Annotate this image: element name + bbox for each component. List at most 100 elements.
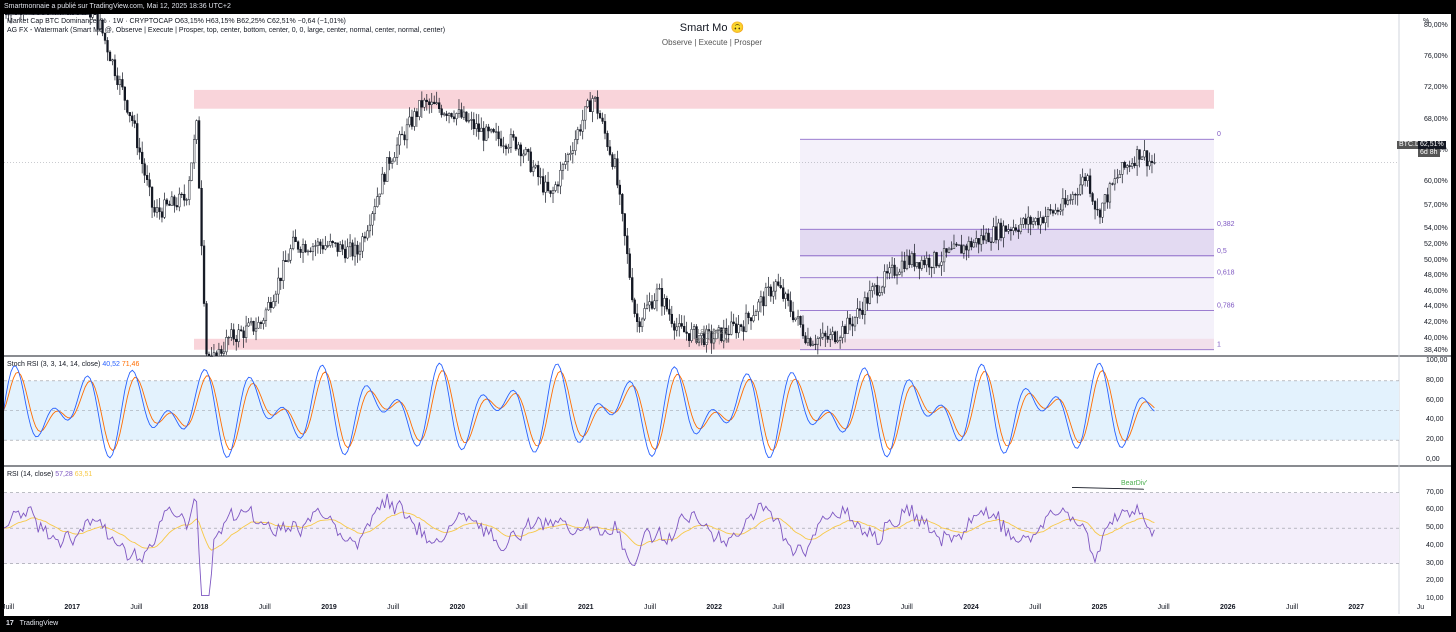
candle-body bbox=[408, 116, 411, 126]
candle-body bbox=[487, 126, 490, 132]
rsi-line bbox=[4, 493, 1155, 597]
fib-level-label: 0,786 bbox=[1217, 303, 1235, 310]
stoch-k-value: 40,52 bbox=[102, 361, 120, 368]
candle-body bbox=[633, 299, 636, 314]
candle-body bbox=[1108, 183, 1112, 203]
candle-body bbox=[811, 343, 815, 346]
candle-body bbox=[702, 332, 706, 346]
candle-body bbox=[222, 351, 225, 354]
candle-body bbox=[957, 244, 961, 246]
candle-body bbox=[571, 150, 574, 154]
candle-body bbox=[806, 338, 810, 344]
price-axis-label: 40,00% bbox=[1424, 334, 1448, 342]
price-axis-label: 68,00% bbox=[1424, 115, 1448, 123]
candle-body bbox=[371, 213, 374, 226]
candle-body bbox=[1145, 150, 1149, 167]
candle-body bbox=[413, 111, 416, 127]
candle-body bbox=[143, 163, 146, 176]
candle-body bbox=[819, 336, 822, 339]
candle-body bbox=[7, 14, 10, 16]
last-price-badge: 62,51% bbox=[1418, 141, 1446, 149]
candle-body bbox=[418, 100, 421, 117]
candle-body bbox=[678, 323, 681, 328]
candle-body bbox=[982, 235, 985, 241]
price-axis-label: 57,00% bbox=[1424, 201, 1448, 209]
chart-area[interactable]: 0 0,382 0,5 0,618 0,786 1 Market Cap BTC Domi… bbox=[2, 14, 1451, 616]
candle-body bbox=[462, 111, 466, 118]
candle-body bbox=[1106, 194, 1109, 203]
candle-body bbox=[64, 14, 67, 15]
candle-body bbox=[1074, 194, 1077, 196]
candle-body bbox=[138, 147, 141, 153]
candle-body bbox=[1046, 209, 1050, 217]
fib-level-label: 0,618 bbox=[1217, 270, 1235, 277]
candle-body bbox=[86, 14, 89, 15]
candle-body bbox=[1014, 227, 1017, 231]
candle-body bbox=[54, 14, 57, 15]
candle-body bbox=[809, 338, 812, 346]
price-axis-label: 44,00% bbox=[1424, 303, 1448, 311]
time-axis-label: 2026 bbox=[1220, 604, 1236, 611]
stoch-d-value: 71,46 bbox=[121, 361, 140, 368]
candle-body bbox=[1012, 227, 1015, 231]
candle-body bbox=[541, 176, 545, 193]
candle-body bbox=[588, 100, 592, 112]
candle-body bbox=[192, 139, 196, 164]
time-axis-label: Juill bbox=[258, 604, 271, 611]
chart-canvas[interactable]: 0 0,382 0,5 0,618 0,786 1 bbox=[4, 14, 1451, 616]
candle-body bbox=[601, 117, 604, 122]
candle-body bbox=[351, 242, 354, 257]
candle-body bbox=[826, 335, 829, 340]
candle-body bbox=[782, 287, 785, 299]
candle-body bbox=[574, 139, 577, 151]
candle-body bbox=[108, 51, 112, 62]
candle-body bbox=[551, 190, 555, 194]
candle-body bbox=[61, 14, 65, 15]
candle-body bbox=[900, 260, 904, 273]
candle-body bbox=[118, 79, 122, 86]
watermark-symbol: BTC.D | W bbox=[695, 338, 729, 345]
candle-body bbox=[524, 149, 527, 155]
rsi-axis-label: 60,00 bbox=[1426, 506, 1444, 514]
candle-body bbox=[683, 326, 686, 333]
candle-body bbox=[329, 241, 332, 246]
candle-body bbox=[527, 149, 530, 153]
candle-body bbox=[59, 14, 62, 15]
candle-body bbox=[76, 14, 79, 15]
candle-body bbox=[1024, 218, 1027, 225]
candle-body bbox=[834, 331, 837, 343]
candle-body bbox=[764, 287, 768, 307]
time-axis-label: 2025 bbox=[1091, 604, 1108, 611]
candle-body bbox=[1027, 216, 1030, 225]
candle-body bbox=[492, 129, 495, 133]
candle-body bbox=[732, 321, 735, 325]
candle-body bbox=[739, 324, 743, 327]
candle-body bbox=[175, 205, 178, 208]
candle-body bbox=[893, 264, 896, 276]
candle-body bbox=[356, 244, 359, 255]
candle-body bbox=[386, 157, 389, 182]
candle-body bbox=[611, 154, 614, 167]
candle-body bbox=[1061, 198, 1065, 211]
candle-body bbox=[363, 236, 367, 239]
percent-scale-toggle[interactable]: % bbox=[1423, 18, 1430, 25]
fib-golden-zone bbox=[800, 229, 1214, 256]
candle-body bbox=[653, 300, 656, 309]
candle-body bbox=[180, 193, 183, 196]
candle-body bbox=[675, 326, 678, 331]
candle-body bbox=[512, 134, 515, 138]
candle-body bbox=[841, 326, 844, 338]
candle-body bbox=[341, 244, 344, 250]
rsi-axis-label: 30,00 bbox=[1426, 559, 1444, 567]
tradingview-brand: TradingView bbox=[19, 620, 59, 627]
candle-body bbox=[947, 248, 951, 253]
candle-body bbox=[220, 349, 223, 354]
watermark-top: Smart Mo 🙃 Observe | Execute | Prosper bbox=[612, 21, 812, 47]
candle-body bbox=[853, 317, 857, 327]
candle-body bbox=[670, 313, 673, 324]
candle-body bbox=[165, 199, 169, 205]
candle-body bbox=[237, 329, 240, 342]
candle-body bbox=[202, 245, 206, 304]
candle-body bbox=[522, 153, 525, 157]
stoch-axis-label: 20,00 bbox=[1426, 436, 1444, 444]
